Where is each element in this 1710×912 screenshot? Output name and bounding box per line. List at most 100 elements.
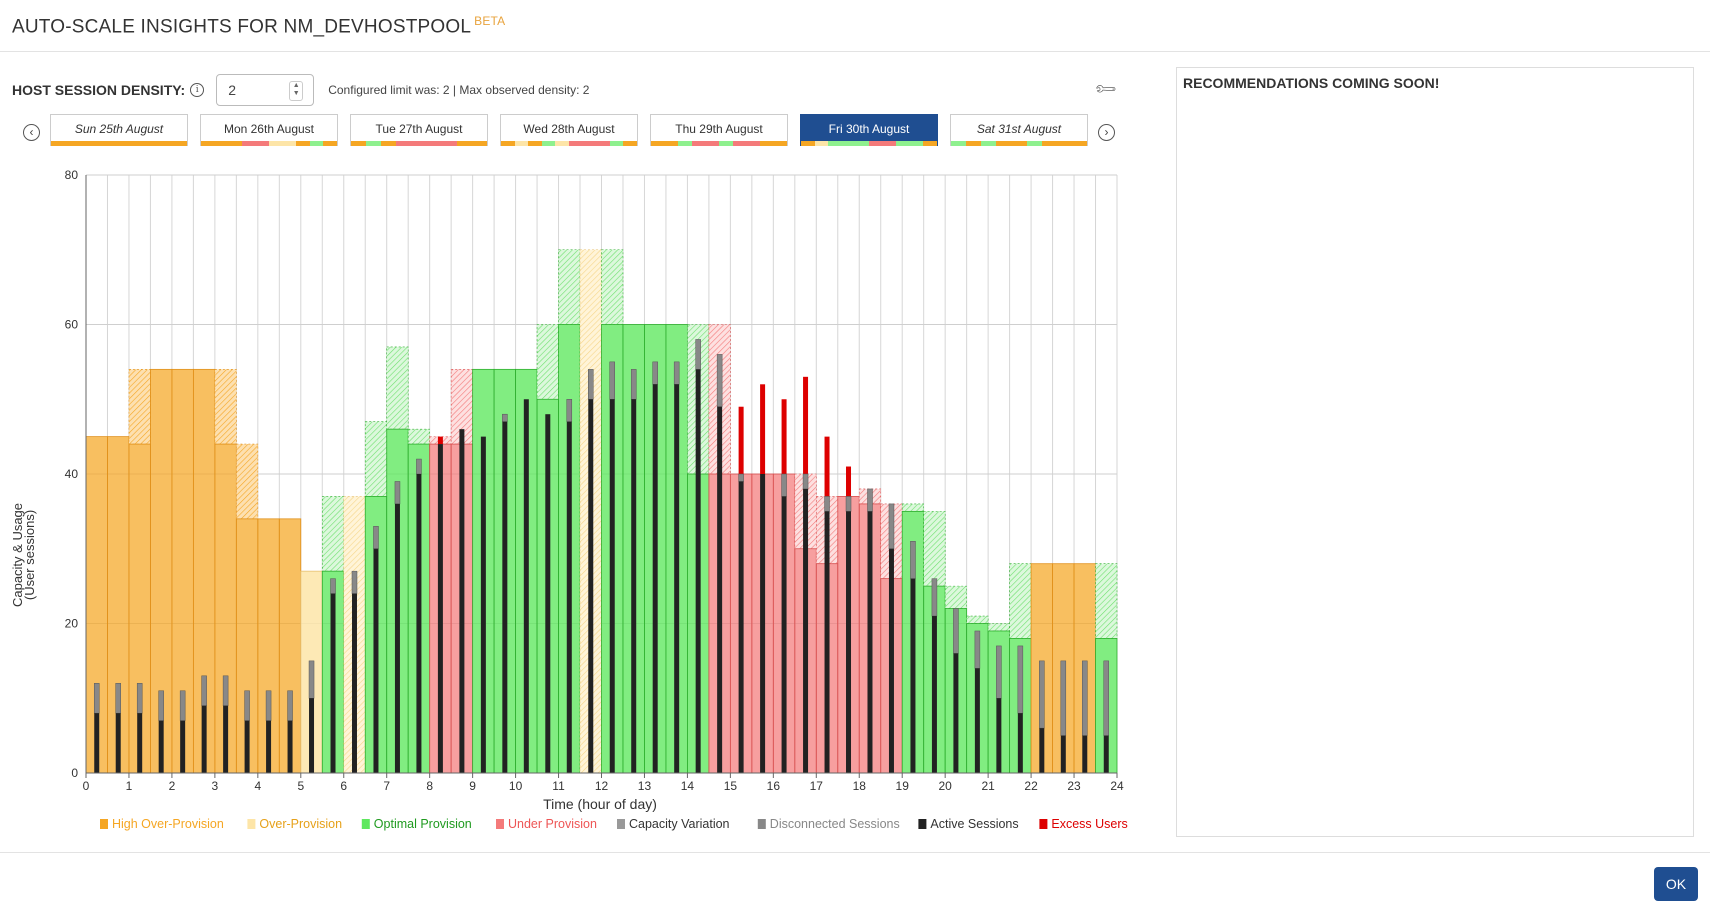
disconnected-sessions-bar — [673, 361, 680, 385]
info-circle-icon[interactable]: i — [190, 83, 205, 97]
x-tick-label: 1 — [126, 779, 133, 793]
active-sessions-bar — [1039, 728, 1045, 773]
disconnected-sessions-bar — [953, 608, 959, 654]
legend-swatch — [757, 819, 766, 829]
legend-swatch — [1039, 819, 1048, 829]
active-sessions-bar — [1017, 713, 1023, 773]
disconnected-sessions-bar — [1039, 660, 1045, 729]
day-tab[interactable]: Tue 27th August — [350, 114, 488, 146]
legend-label: Over-Provision — [259, 817, 342, 831]
day-status-strip — [951, 141, 1087, 146]
active-sessions-bar — [1060, 735, 1066, 773]
next-day-button[interactable]: › — [1098, 124, 1115, 141]
active-sessions-bar — [953, 653, 959, 773]
disconnected-sessions-bar — [781, 473, 787, 497]
active-sessions-bar — [459, 429, 465, 773]
active-sessions-bar — [652, 384, 658, 773]
day-tab[interactable]: Mon 26th August — [200, 114, 338, 146]
capacity-variation-bar — [236, 443, 259, 520]
y-tick-label: 40 — [65, 467, 79, 481]
y-tick-label: 80 — [65, 168, 79, 182]
excess-users-bar — [760, 384, 766, 474]
x-tick-label: 22 — [1024, 779, 1038, 793]
density-info-text: Configured limit was: 2 | Max observed d… — [328, 83, 590, 97]
disconnected-sessions-bar — [115, 683, 121, 714]
x-tick-label: 4 — [254, 779, 261, 793]
disconnected-sessions-bar — [330, 578, 336, 594]
disconnected-sessions-bar — [244, 690, 250, 721]
active-sessions-bar — [738, 481, 744, 773]
active-sessions-bar — [394, 503, 400, 773]
excess-users-bar — [803, 376, 809, 474]
capacity-variation-bar — [1009, 563, 1032, 639]
active-sessions-bar — [287, 720, 293, 773]
prev-day-button[interactable]: ‹ — [23, 124, 40, 141]
density-row: HOST SESSION DENSITY: i 2 ▲ ▼ Configured … — [12, 72, 589, 108]
active-sessions-bar — [416, 474, 422, 773]
day-status-strip — [51, 141, 187, 146]
active-sessions-bar — [94, 713, 100, 773]
spinner-arrows-icon[interactable]: ▲ ▼ — [289, 81, 304, 101]
disconnected-sessions-bar — [802, 473, 809, 490]
legend-label: High Over-Provision — [112, 817, 224, 831]
day-tab[interactable]: Fri 30th August — [800, 114, 938, 146]
x-tick-label: 19 — [896, 779, 910, 793]
disconnected-sessions-bar — [136, 683, 143, 714]
active-sessions-bar — [974, 668, 980, 773]
legend-swatch — [617, 819, 625, 829]
disconnected-sessions-bar — [931, 578, 938, 617]
x-tick-label: 6 — [340, 779, 347, 793]
legend-label: Excess Users — [1051, 817, 1127, 831]
capacity-variation-bar — [944, 585, 967, 609]
x-tick-label: 18 — [853, 779, 867, 793]
active-sessions-bar — [266, 720, 272, 773]
disconnected-sessions-bar — [308, 660, 315, 699]
active-sessions-bar — [1103, 735, 1109, 773]
session-bars — [93, 339, 1110, 773]
capacity-variation-bar — [987, 623, 1010, 632]
excess-users-bar — [437, 436, 443, 445]
active-sessions-bar — [631, 399, 637, 773]
day-status-strip — [501, 141, 637, 146]
active-sessions-bar — [760, 474, 766, 773]
dialog-header: AUTO-SCALE INSIGHTS FOR NM_DEVHOSTPOOL BE… — [0, 0, 1710, 52]
chevron-right-icon: › — [1104, 125, 1109, 139]
x-tick-label: 14 — [681, 779, 695, 793]
disconnected-sessions-bar — [179, 690, 186, 721]
day-tab[interactable]: Wed 28th August — [500, 114, 638, 146]
dialog-title-text: AUTO-SCALE INSIGHTS FOR NM_DEVHOSTPOOL — [12, 16, 472, 38]
capacity-variation-bar — [558, 249, 581, 325]
disconnected-sessions-bar — [1082, 660, 1088, 736]
day-tab[interactable]: Sun 25th August — [50, 114, 188, 146]
disconnected-sessions-bar — [158, 690, 164, 721]
capacity-variation-bar — [128, 369, 151, 445]
day-tab[interactable]: Sat 31st August — [950, 114, 1088, 146]
active-sessions-bar — [803, 488, 809, 773]
y-axis-label-unit: (User sessions) — [22, 510, 37, 600]
active-sessions-bar — [309, 698, 315, 773]
day-status-strip — [651, 141, 787, 146]
ok-button[interactable]: OK — [1654, 867, 1698, 901]
y-axis-label: Capacity & Usage — [10, 503, 25, 607]
active-sessions-bar — [824, 511, 830, 773]
capacity-variation-bar — [923, 511, 946, 587]
capacity-variation-bar — [536, 324, 559, 400]
x-tick-label: 9 — [469, 779, 476, 793]
day-tab-label: Sat 31st August — [976, 122, 1062, 136]
density-input[interactable]: 2 ▲ ▼ — [216, 74, 315, 106]
x-tick-label: 24 — [1110, 779, 1124, 793]
disconnected-sessions-bar — [974, 630, 981, 669]
disconnected-sessions-bar — [1103, 660, 1110, 736]
active-sessions-bar — [180, 720, 186, 773]
legend-label: Optimal Provision — [374, 817, 472, 831]
active-sessions-bar — [437, 444, 443, 773]
active-sessions-bar — [566, 421, 572, 773]
disconnected-sessions-bar — [652, 361, 658, 385]
capacity-variation-bar — [450, 369, 473, 445]
wrench-icon[interactable]: 🔧︎ — [1093, 76, 1119, 103]
day-tab[interactable]: Thu 29th August — [650, 114, 788, 146]
dialog-title: AUTO-SCALE INSIGHTS FOR NM_DEVHOSTPOOL BE… — [12, 14, 505, 38]
chevron-left-icon: ‹ — [29, 125, 34, 139]
y-tick-label: 60 — [65, 318, 79, 332]
active-sessions-bar — [910, 578, 916, 773]
